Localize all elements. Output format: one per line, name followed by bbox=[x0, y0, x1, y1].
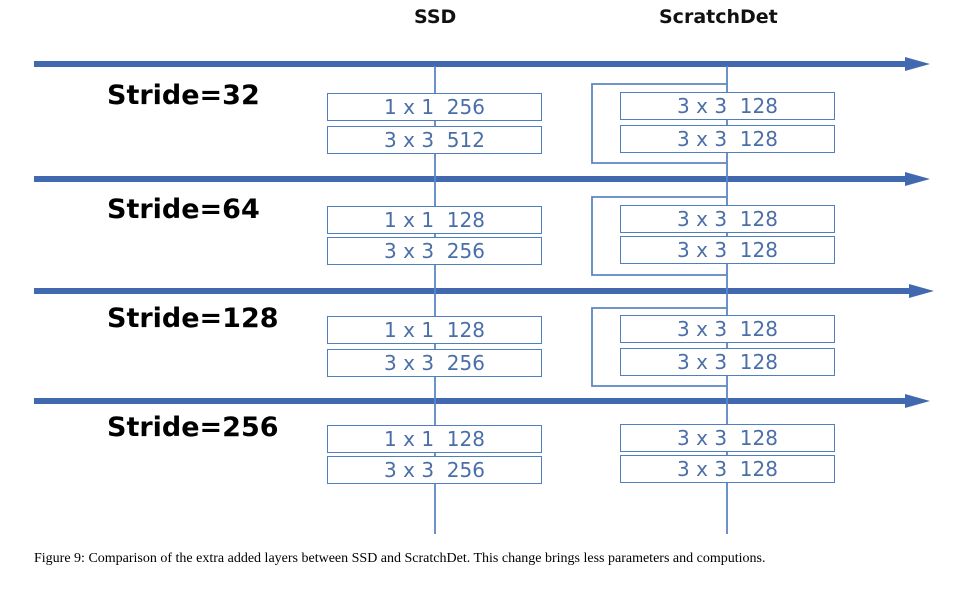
residual-connections bbox=[591, 83, 727, 387]
scratchdet-layer-box: 3 x 3 128 bbox=[620, 92, 835, 120]
ssd-layer-box: 3 x 3 256 bbox=[327, 456, 542, 484]
scratchdet-layer-box: 3 x 3 128 bbox=[620, 236, 835, 264]
scratchdet-layer-box: 3 x 3 128 bbox=[620, 205, 835, 233]
scratchdet-layer-box: 3 x 3 128 bbox=[620, 348, 835, 376]
ssd-layer-box: 3 x 3 512 bbox=[327, 126, 542, 154]
ssd-layer-box: 1 x 1 128 bbox=[327, 206, 542, 234]
scratchdet-column-title: ScratchDet bbox=[659, 6, 778, 28]
residual-path-2 bbox=[591, 196, 727, 276]
stride-label-64: Stride=64 bbox=[107, 194, 260, 225]
arrow-head-1 bbox=[905, 57, 930, 71]
stride-label-128: Stride=128 bbox=[107, 303, 279, 334]
ssd-column-title: SSD bbox=[414, 6, 457, 28]
residual-path-1 bbox=[591, 83, 727, 164]
arrow-head-4 bbox=[905, 394, 930, 408]
ssd-layer-box: 1 x 1 256 bbox=[327, 93, 542, 121]
scratchdet-layer-box: 3 x 3 128 bbox=[620, 315, 835, 343]
stride-label-256: Stride=256 bbox=[107, 412, 279, 443]
residual-path-3 bbox=[591, 307, 727, 387]
ssd-layer-box: 1 x 1 128 bbox=[327, 316, 542, 344]
stride-arrows bbox=[34, 57, 934, 408]
ssd-layer-box: 3 x 3 256 bbox=[327, 237, 542, 265]
ssd-layer-box: 1 x 1 128 bbox=[327, 425, 542, 453]
arrow-head-3 bbox=[909, 284, 934, 298]
scratchdet-layer-box: 3 x 3 128 bbox=[620, 125, 835, 153]
arrow-head-2 bbox=[905, 172, 930, 186]
scratchdet-layer-box: 3 x 3 128 bbox=[620, 455, 835, 483]
scratchdet-layer-box: 3 x 3 128 bbox=[620, 424, 835, 452]
ssd-layer-box: 3 x 3 256 bbox=[327, 349, 542, 377]
stride-label-32: Stride=32 bbox=[107, 80, 260, 111]
figure-caption: Figure 9: Comparison of the extra added … bbox=[34, 551, 766, 566]
